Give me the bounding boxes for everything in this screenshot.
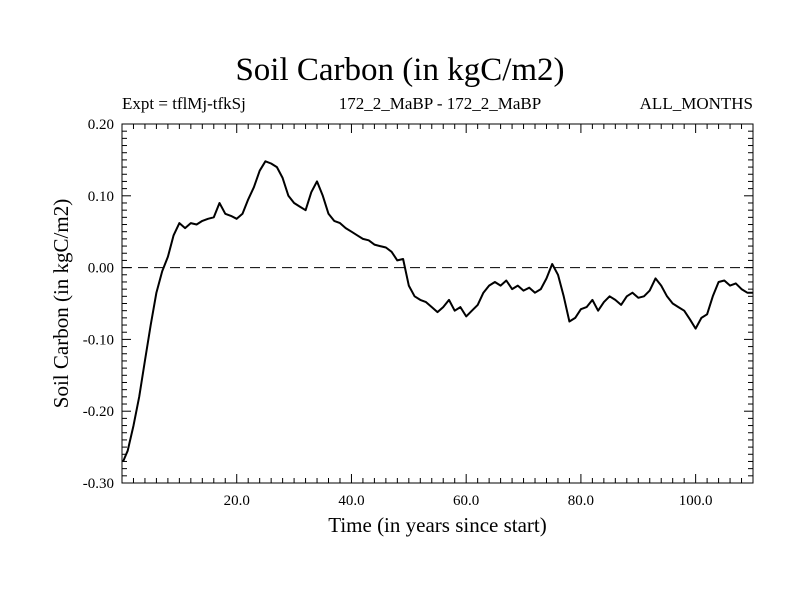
y-tick-label: 0.00 xyxy=(88,261,114,277)
chart-title: Soil Carbon (in kgC/m2) xyxy=(235,52,565,88)
x-tick-label: 100.0 xyxy=(679,493,713,509)
experiment-label: Expt = tflMj-tfkSj xyxy=(122,94,246,113)
y-tick-label: -0.30 xyxy=(83,476,114,492)
x-tick-label: 20.0 xyxy=(224,493,250,509)
y-tick-label: -0.20 xyxy=(83,404,114,420)
y-tick-label: 0.10 xyxy=(88,189,114,205)
x-axis-title: Time (in years since start) xyxy=(328,513,547,537)
x-tick-label: 60.0 xyxy=(453,493,479,509)
series-line xyxy=(122,160,753,462)
y-tick-label: -0.10 xyxy=(83,332,114,348)
y-tick-label: 0.20 xyxy=(88,117,114,133)
period-label: ALL_MONTHS xyxy=(639,94,753,113)
plot-frame xyxy=(121,123,754,484)
y-axis-title: Soil Carbon (in kgC/m2) xyxy=(49,199,73,408)
chart-subtitle: 172_2_MaBP - 172_2_MaBP xyxy=(338,94,542,113)
x-tick-label: 80.0 xyxy=(568,493,594,509)
x-tick-label: 40.0 xyxy=(338,493,364,509)
